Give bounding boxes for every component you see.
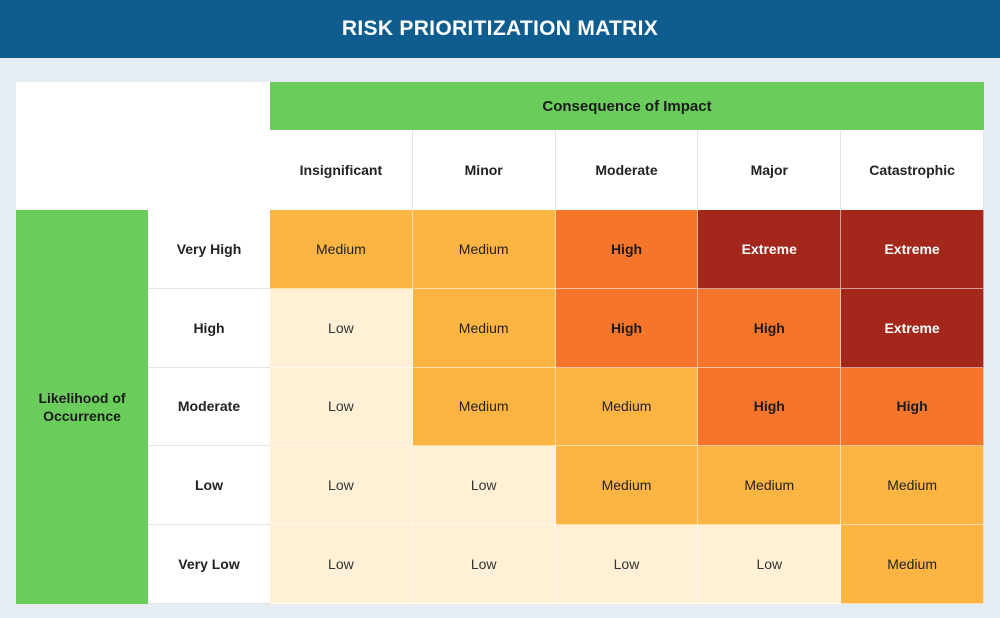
risk-cell: Low xyxy=(270,446,413,526)
risk-cell: Low xyxy=(412,446,556,526)
risk-cell: Medium xyxy=(841,525,984,604)
risk-cell: Low xyxy=(270,367,413,447)
likelihood-axis-header: Likelihood of Occurrence xyxy=(16,210,148,604)
title-bar: RISK PRIORITIZATION MATRIX xyxy=(0,0,1000,58)
risk-cell: High xyxy=(555,210,699,289)
risk-cell: High xyxy=(555,288,699,368)
risk-cell: Extreme xyxy=(698,210,842,289)
column-header-minor: Minor xyxy=(412,130,556,210)
consequence-axis-header: Consequence of Impact xyxy=(270,82,984,130)
risk-cell: Medium xyxy=(555,446,699,526)
risk-cell: High xyxy=(698,288,842,368)
page-title: RISK PRIORITIZATION MATRIX xyxy=(341,17,659,40)
risk-matrix: Consequence of Impact Likelihood of Occu… xyxy=(16,82,984,604)
risk-cell: Medium xyxy=(698,446,842,526)
row-header-very-low: Very Low xyxy=(148,525,270,604)
risk-cell: Low xyxy=(698,525,842,604)
risk-cell: Medium xyxy=(412,367,556,447)
matrix-corner xyxy=(16,82,270,210)
column-header-catastrophic: Catastrophic xyxy=(841,130,984,210)
column-header-insignificant: Insignificant xyxy=(270,130,413,210)
row-header-low: Low xyxy=(148,446,270,526)
column-header-major: Major xyxy=(698,130,842,210)
risk-cell: Low xyxy=(270,288,413,368)
row-header-very-high: Very High xyxy=(148,210,270,289)
risk-cell: Low xyxy=(412,525,556,604)
row-header-high: High xyxy=(148,288,270,368)
risk-cell: Low xyxy=(555,525,699,604)
risk-cell: Medium xyxy=(412,210,556,289)
risk-cell: Low xyxy=(270,525,413,604)
risk-cell: Medium xyxy=(841,446,984,526)
risk-cell: Medium xyxy=(555,367,699,447)
risk-cell: Medium xyxy=(270,210,413,289)
row-header-moderate: Moderate xyxy=(148,367,270,447)
column-header-moderate: Moderate xyxy=(555,130,699,210)
risk-cell: Extreme xyxy=(841,288,984,368)
risk-cell: Medium xyxy=(412,288,556,368)
risk-cell: High xyxy=(841,367,984,447)
risk-cell: High xyxy=(698,367,842,447)
risk-cell: Extreme xyxy=(841,210,984,289)
